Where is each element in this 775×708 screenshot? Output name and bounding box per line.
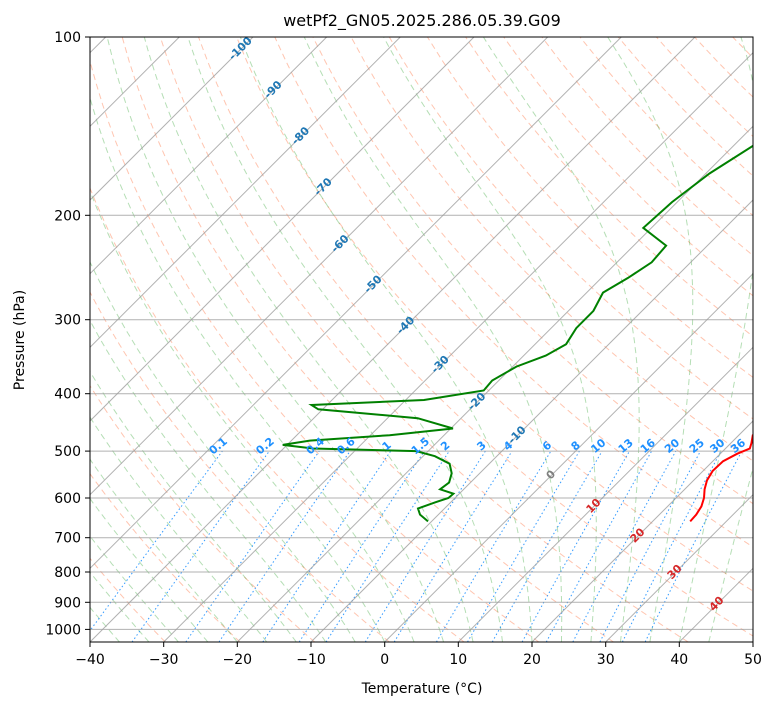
y-tick-label: 200 <box>54 208 81 224</box>
moist-adiabat <box>383 37 597 642</box>
isotherm-line <box>90 37 254 201</box>
dry-adiabat <box>388 37 753 420</box>
y-tick-label: 400 <box>54 387 81 403</box>
dry-adiabat <box>236 37 753 592</box>
dry-adiabat <box>159 37 689 642</box>
isotherm-line <box>605 493 753 642</box>
y-tick-label: 600 <box>54 491 81 507</box>
y-tick-label: 800 <box>54 565 81 581</box>
x-tick-label: −10 <box>296 652 326 668</box>
dry-adiabat <box>312 37 753 505</box>
dry-adiabat <box>90 186 465 642</box>
moist-adiabat <box>143 37 474 642</box>
isotherm-line <box>90 37 401 349</box>
plot-background <box>90 37 753 642</box>
mixing-ratio-line <box>521 450 630 642</box>
mixing-ratio-line <box>572 450 677 642</box>
moist-adiabat <box>90 260 356 642</box>
moist-adiabat <box>239 37 533 642</box>
y-tick-label: 300 <box>54 313 81 329</box>
x-tick-label: −30 <box>149 652 179 668</box>
x-tick-label: 50 <box>744 652 762 668</box>
x-tick-label: 20 <box>523 652 541 668</box>
isotherm-lines <box>90 37 753 642</box>
mixing-ratio-line <box>90 450 223 632</box>
dry-adiabat <box>90 291 390 642</box>
y-axis: 100 200 300 400 500 600 700 800 900 1000 <box>45 30 90 638</box>
mixing-ratio-line <box>545 450 653 642</box>
y-tick-label: 500 <box>54 444 81 460</box>
mixing-ratio-line <box>298 450 425 642</box>
mixing-ratio-line <box>131 450 270 642</box>
x-axis-label: Temperature (°C) <box>361 681 483 697</box>
dry-adiabat <box>465 37 753 338</box>
y-tick-label: 700 <box>54 531 81 547</box>
temperature-line <box>689 433 753 523</box>
plot-frame <box>89 36 754 643</box>
isotherm-line <box>531 420 753 642</box>
x-tick-label: −40 <box>75 652 105 668</box>
isotherm-line <box>90 37 696 642</box>
moist-adiabat <box>90 370 297 642</box>
moist-adiabat <box>90 458 238 642</box>
chart-title: wetPf2_GN05.2025.286.05.39.G09 <box>283 11 561 31</box>
moist-adiabat <box>607 37 694 642</box>
moist-adiabat <box>90 535 179 642</box>
isotherm-line <box>310 199 753 642</box>
moist-adiabat <box>90 497 209 642</box>
moist-adiabat <box>187 37 503 642</box>
y-tick-label: 900 <box>54 595 81 611</box>
dry-adiabat <box>274 37 753 548</box>
dry-adiabat <box>426 37 753 378</box>
moist-adiabat <box>106 37 445 642</box>
isotherm-line <box>90 37 475 422</box>
mixing-ratio-line <box>218 450 351 642</box>
mixing-ratio-line <box>185 450 320 642</box>
moist-adiabat <box>708 466 753 642</box>
dry-adiabat <box>121 37 614 642</box>
isotherm-line <box>90 37 549 496</box>
dewpoint-line <box>282 144 753 523</box>
dry-adiabat <box>90 472 241 642</box>
dry-adiabat <box>350 37 753 462</box>
isotherm-line <box>457 346 753 642</box>
moist-adiabat <box>678 37 753 642</box>
dry-adiabat <box>90 384 316 642</box>
moist-adiabat <box>303 37 563 642</box>
x-tick-label: 30 <box>597 652 615 668</box>
isotherm-line <box>236 125 753 642</box>
dry-adiabats <box>90 37 753 642</box>
x-tick-label: 10 <box>449 652 467 668</box>
mixing-ratio-line <box>325 450 450 642</box>
y-tick-label: 100 <box>54 30 81 46</box>
isotherm-line <box>384 272 753 642</box>
mixing-ratio-lines <box>90 450 743 642</box>
isotherm-line <box>90 37 328 275</box>
x-tick-label: 40 <box>670 652 688 668</box>
isotherm-line <box>163 51 753 642</box>
dry-adiabat <box>503 37 753 297</box>
isobar-lines <box>90 37 753 630</box>
mixing-ratio-line <box>644 450 743 642</box>
x-tick-label: −20 <box>223 652 253 668</box>
moist-adiabat <box>90 416 268 642</box>
sounding-profiles <box>282 144 753 523</box>
mixing-ratio-line <box>262 450 392 642</box>
y-tick-label: 1000 <box>45 622 81 638</box>
x-tick-label: 0 <box>380 652 389 668</box>
mixing-ratio-line <box>393 450 513 642</box>
y-axis-label: Pressure (hPa) <box>12 290 28 390</box>
moist-adiabat <box>90 319 327 642</box>
isotherm-line <box>90 37 622 570</box>
x-axis: −40 −30 −20 −10 0 10 20 30 40 50 <box>75 642 762 668</box>
dry-adiabat <box>90 59 540 642</box>
moist-adiabat <box>90 189 386 642</box>
